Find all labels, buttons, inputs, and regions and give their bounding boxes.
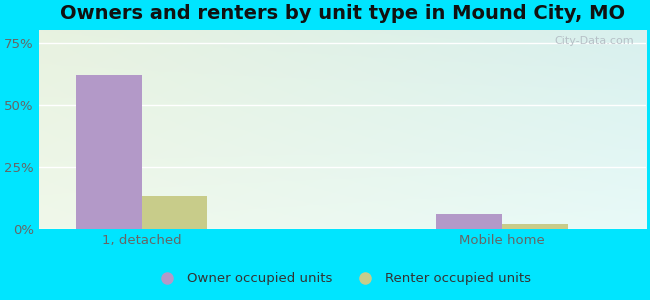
Legend: Owner occupied units, Renter occupied units: Owner occupied units, Renter occupied un… <box>148 267 536 291</box>
Text: City-Data.com: City-Data.com <box>554 36 634 46</box>
Bar <box>75 75 142 229</box>
Bar <box>502 224 567 229</box>
Title: Owners and renters by unit type in Mound City, MO: Owners and renters by unit type in Mound… <box>60 4 625 23</box>
Bar <box>142 196 207 229</box>
Bar <box>436 214 502 229</box>
